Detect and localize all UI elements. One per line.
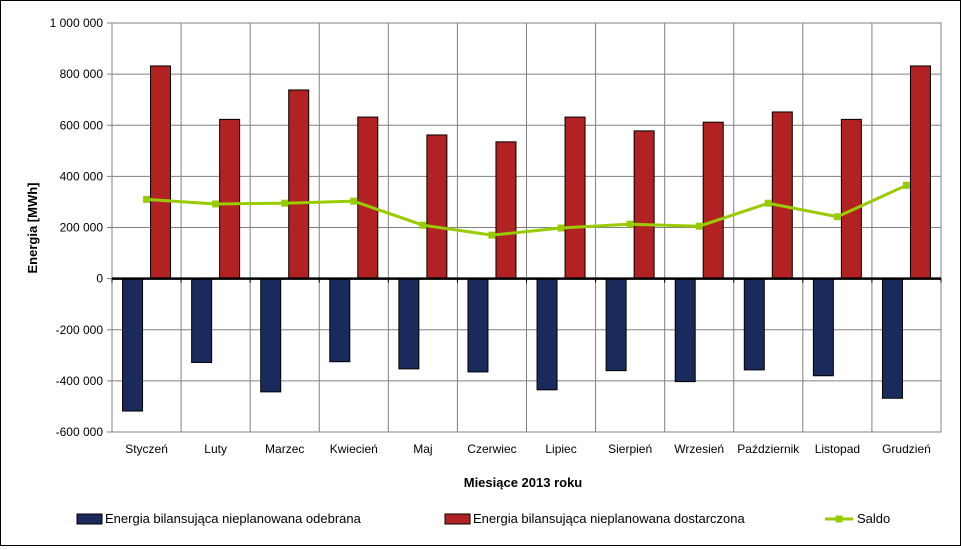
saldo-point [902,181,910,189]
saldo-point [695,222,703,230]
saldo-point [143,195,151,203]
saldo-point [833,213,841,221]
x-tick-label: Grudzień [882,442,931,456]
saldo-point [764,199,772,207]
bar-dostarczona [633,130,655,280]
bar-dostarczona [219,118,241,280]
bar-dostarczona [702,121,724,280]
bar-dostarczona [840,118,862,280]
bar-dostarczona [288,89,310,280]
x-axis-title: Miesiące 2013 roku [464,475,583,490]
legend-label-saldo: Saldo [857,511,890,526]
bar-dostarczona [150,65,172,280]
bar-odebrana [881,278,903,399]
x-tick-label: Sierpień [608,442,652,456]
legend-swatch-saldo-marker [835,515,843,523]
zero-axis [111,277,942,283]
x-tick-label: Maj [413,442,432,456]
saldo-point [626,220,634,228]
y-tick-label: 600 000 [60,118,104,132]
bar-dostarczona [909,65,931,280]
bar-odebrana [467,278,489,373]
bar-odebrana [398,278,420,370]
x-tick-label: Czerwiec [467,442,516,456]
legend-label-dostarczona: Energia bilansująca nieplanowana dostarc… [473,511,746,526]
bar-odebrana [812,278,834,377]
bar-dostarczona [357,116,379,280]
x-tick-labels: Styczeń Luty Marzec Kwiecień Maj Czerwiec Lipi… [125,442,931,456]
legend-swatch-dostarczona [444,513,471,525]
bar-dostarczona [564,116,586,280]
y-tick-label: -400 000 [56,374,104,388]
bar-odebrana [674,278,696,383]
x-tick-label: Wrzesień [674,442,724,456]
legend-label-odebrana: Energia bilansująca nieplanowana odebran… [105,511,362,526]
x-tick-label: Kwiecień [330,442,378,456]
bar-dostarczona [495,141,517,280]
bar-odebrana [260,278,282,393]
x-tick-label: Marzec [265,442,304,456]
y-tick-label: 800 000 [60,67,104,81]
saldo-point [212,200,220,208]
gridlines [107,22,941,433]
bar-odebrana [743,278,765,371]
saldo-point [350,197,358,205]
x-tick-label: Lipiec [545,442,576,456]
y-tick-label: 200 000 [60,221,104,235]
saldo-line-path [146,183,908,237]
x-tick-label: Styczeń [125,442,168,456]
y-tick-label: 1 000 000 [50,16,104,30]
saldo-point [557,224,565,232]
y-tick-label: 0 [96,272,103,286]
bar-dostarczona [771,111,793,280]
y-tick-label: 400 000 [60,169,104,183]
bar-odebrana [191,278,213,363]
y-tick-label: -200 000 [56,323,104,337]
x-tick-label: Listopad [815,442,860,456]
bar-odebrana [122,278,144,412]
bar-odebrana [329,278,351,363]
bars [122,65,931,412]
saldo-point [419,221,427,229]
y-tick-labels: 1 000 000 800 000 600 000 400 000 200 000 0 -2… [50,16,104,439]
y-axis-title: Energia [MWh] [25,183,40,274]
x-tick-label: Październik [737,442,800,456]
bar-odebrana [536,278,558,391]
y-tick-label: -600 000 [56,425,104,439]
saldo-line [143,181,910,239]
saldo-point [488,231,496,239]
legend: Energia bilansująca nieplanowana odebran… [76,511,890,526]
saldo-point [281,199,289,207]
bar-odebrana [605,278,627,372]
x-tick-label: Luty [204,442,227,456]
bar-dostarczona [426,134,448,280]
legend-swatch-odebrana [76,513,103,525]
